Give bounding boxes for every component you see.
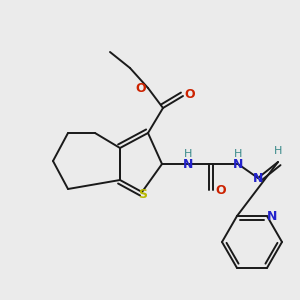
Text: H: H	[234, 149, 242, 159]
Text: O: O	[136, 82, 146, 94]
Text: N: N	[253, 172, 263, 185]
Text: O: O	[185, 88, 195, 100]
Text: H: H	[184, 149, 192, 159]
Text: N: N	[233, 158, 243, 170]
Text: O: O	[216, 184, 226, 196]
Text: N: N	[267, 209, 277, 223]
Text: N: N	[183, 158, 193, 170]
Text: S: S	[139, 188, 148, 200]
Text: H: H	[274, 146, 282, 156]
